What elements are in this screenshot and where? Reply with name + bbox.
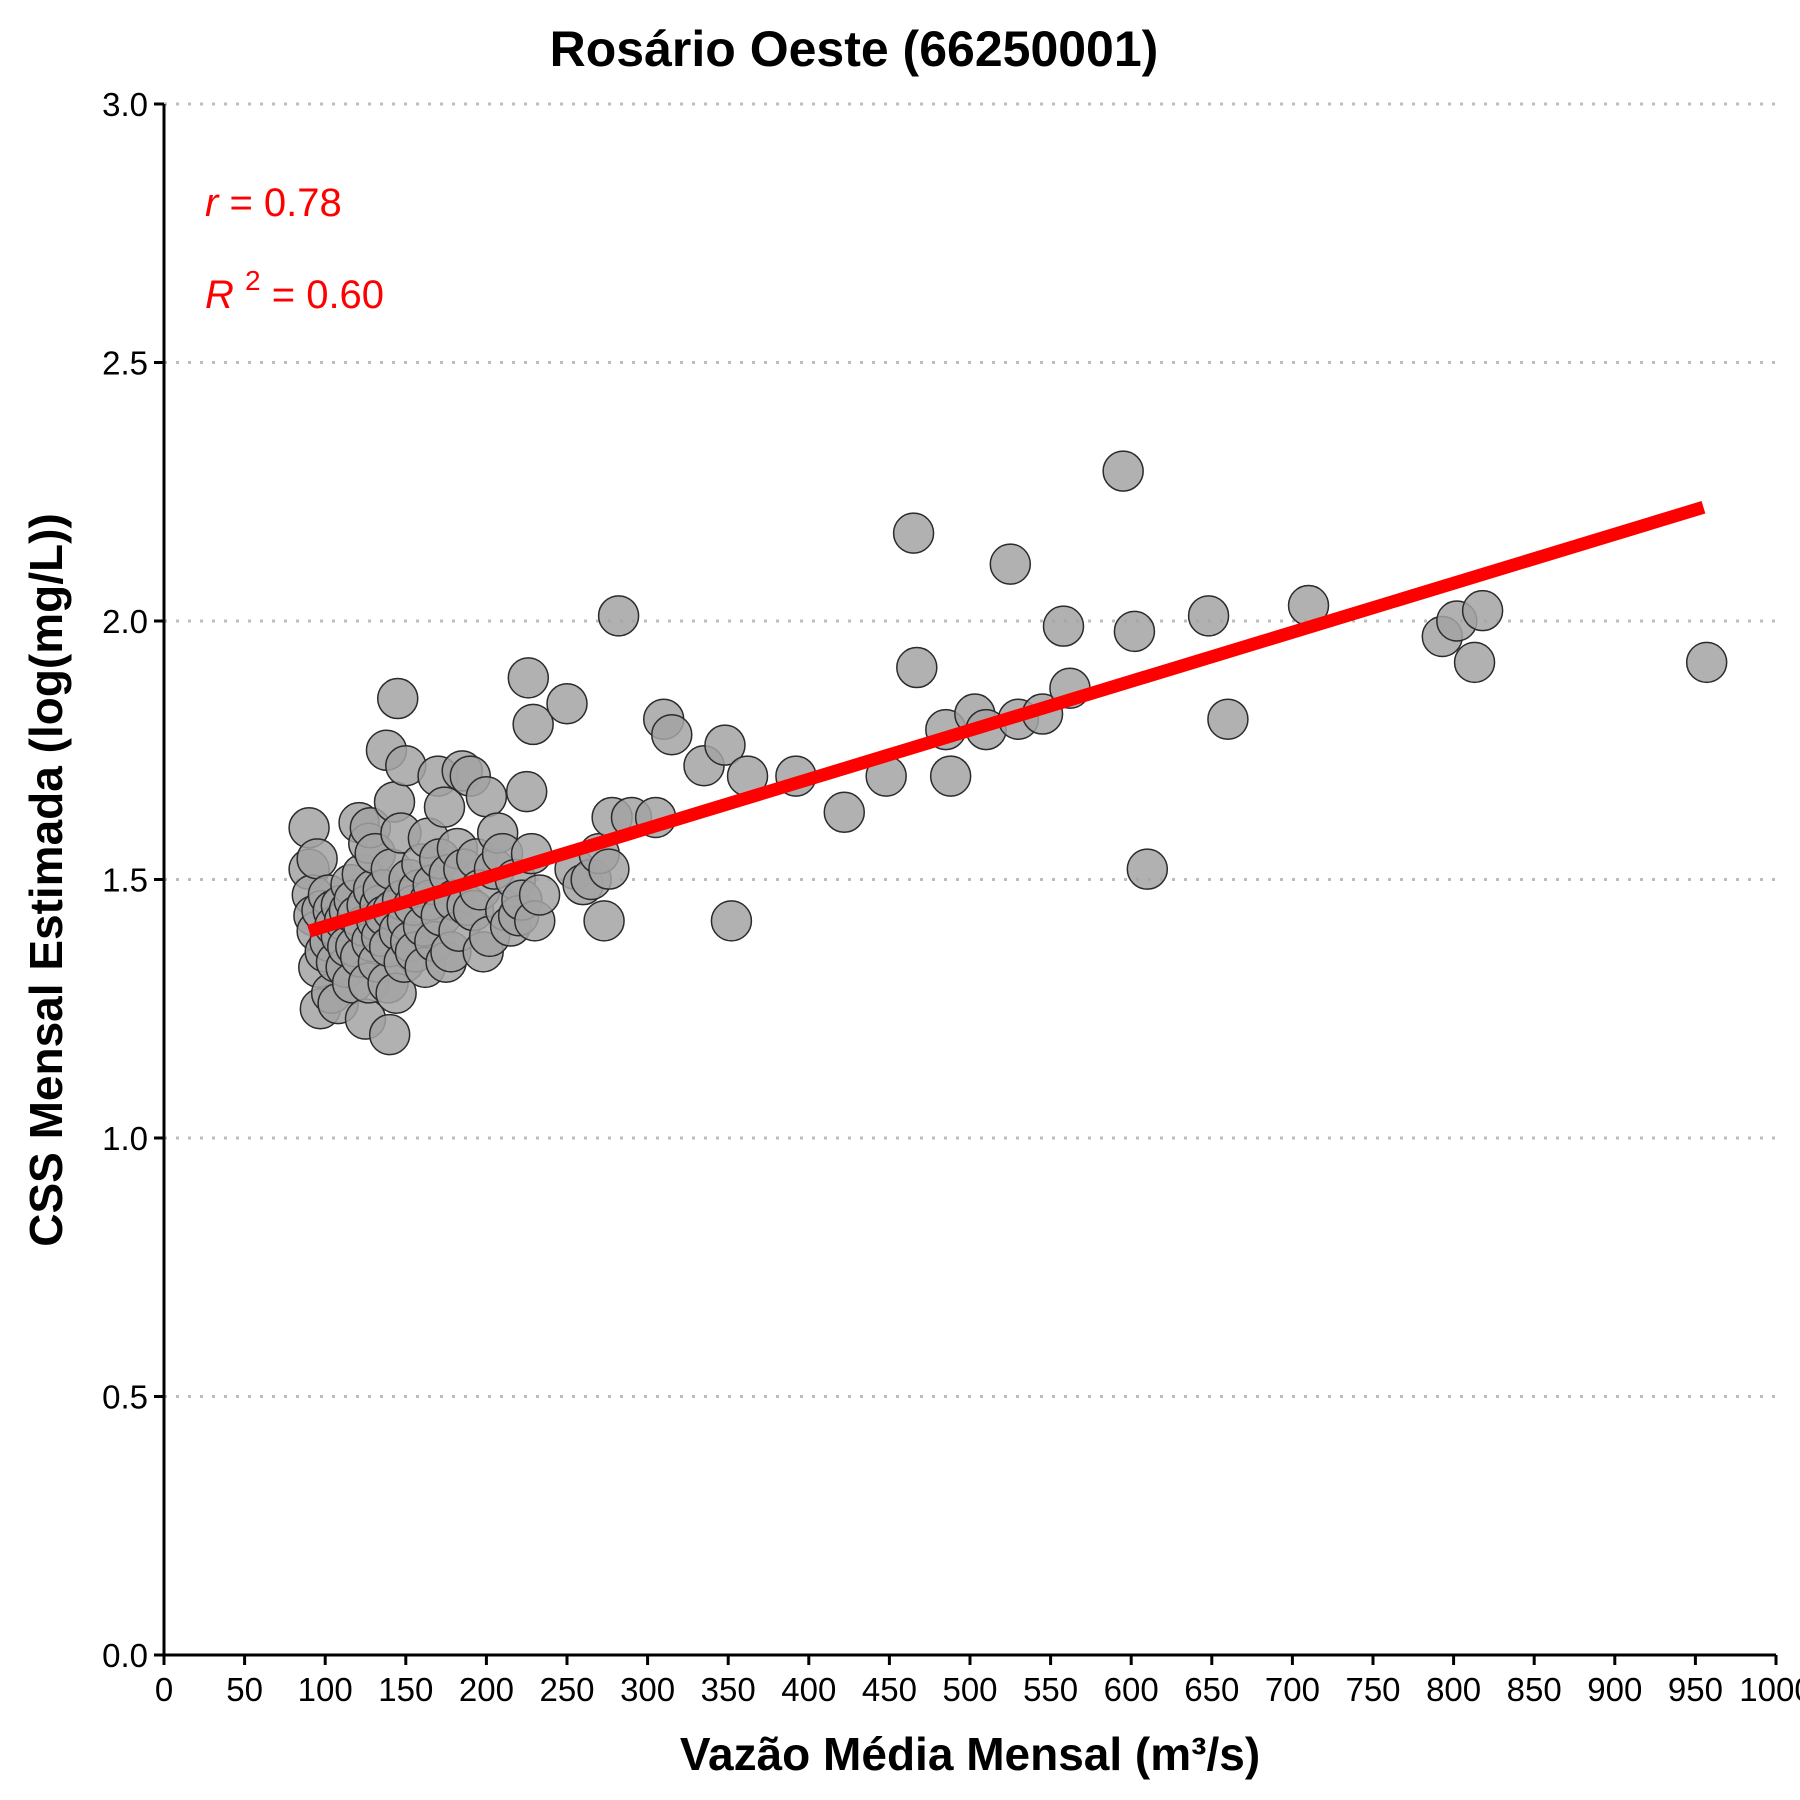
r-value: = 0.78 [229,181,341,225]
x-tick-label-12: 600 [1104,1671,1159,1708]
data-point-76 [423,786,466,828]
x-tick-label-2: 100 [298,1671,353,1708]
x-tick-label-16: 800 [1426,1671,1481,1708]
r2-symbol: R [205,273,234,317]
data-point-121 [704,724,746,766]
data-point-115 [597,595,640,637]
y-axis-label: CSS Mensal Estimada (log(mg/L)) [20,513,72,1247]
data-point-91 [465,776,508,818]
y-tick-label-5: 2.5 [102,345,148,382]
x-tick-label-8: 400 [781,1671,836,1708]
data-point-101 [505,770,548,813]
x-tick-label-4: 200 [459,1671,514,1708]
r2-superscript: 2 [245,265,261,296]
correlation-annotation: r = 0.78 [205,181,342,225]
y-tick-label-4: 2.0 [102,603,148,640]
data-point-128 [896,646,938,689]
data-point-142 [1207,698,1249,740]
x-tick-label-9: 450 [862,1671,917,1708]
data-point-49 [368,1013,411,1056]
data-point-106 [518,874,561,916]
data-point-136 [1042,605,1085,647]
data-point-122 [710,900,753,942]
x-tick-label-7: 350 [701,1671,756,1708]
x-tick-label-0: 0 [155,1671,173,1708]
x-tick-label-13: 650 [1184,1671,1239,1708]
data-points [288,450,1728,1056]
gridlines [164,102,1776,1398]
data-point-102 [507,657,550,699]
data-point-113 [588,848,630,890]
data-point-147 [1461,589,1504,632]
x-tick-label-14: 700 [1265,1671,1320,1708]
data-point-127 [892,512,935,554]
y-tick-label-1: 0.5 [102,1379,148,1416]
data-point-140 [1126,848,1169,890]
x-tick-label-3: 150 [378,1671,433,1708]
r2-value: = 0.60 [272,273,384,317]
x-tick-label-15: 750 [1345,1671,1400,1708]
data-point-107 [546,682,588,725]
y-tick-label-6: 3.0 [102,86,148,123]
data-point-138 [1102,450,1144,492]
x-tick-label-10: 500 [942,1671,997,1708]
data-point-139 [1113,610,1156,653]
data-point-141 [1187,595,1230,637]
data-point-54 [376,677,419,720]
data-point-133 [989,543,1032,585]
x-tick-label-18: 900 [1587,1671,1642,1708]
data-point-148 [1685,641,1728,684]
chart-title: Rosário Oeste (66250001) [550,21,1159,77]
x-tick-label-5: 250 [539,1671,594,1708]
x-tick-label-17: 850 [1507,1671,1562,1708]
r-squared-annotation: R 2 = 0.60 [205,255,384,317]
x-tick-label-19: 950 [1668,1671,1723,1708]
regression-line [307,501,1706,938]
x-tick-label-6: 300 [620,1671,675,1708]
y-tick-label-2: 1.0 [102,1120,148,1157]
data-point-125 [823,791,866,834]
x-axis-ticks: 0 50 100 150 200 250 300 350 400 450 500 550 600 650 7… [155,1655,1800,1708]
data-point-130 [929,755,972,797]
y-tick-label-0: 0.0 [102,1637,148,1674]
data-point-4 [296,838,338,880]
x-tick-label-1: 50 [226,1671,263,1708]
data-point-104 [512,703,554,746]
data-point-119 [651,713,693,756]
y-axis-ticks: 0.0 0.5 1.0 1.5 2.0 2.5 3.0 [102,86,164,1674]
data-point-146 [1453,641,1496,684]
data-point-112 [583,900,625,942]
x-axis-label: Vazão Média Mensal (m³/s) [680,1728,1260,1780]
r-symbol: r [205,181,220,225]
x-tick-label-11: 550 [1023,1671,1078,1708]
y-tick-label-3: 1.5 [102,862,148,899]
